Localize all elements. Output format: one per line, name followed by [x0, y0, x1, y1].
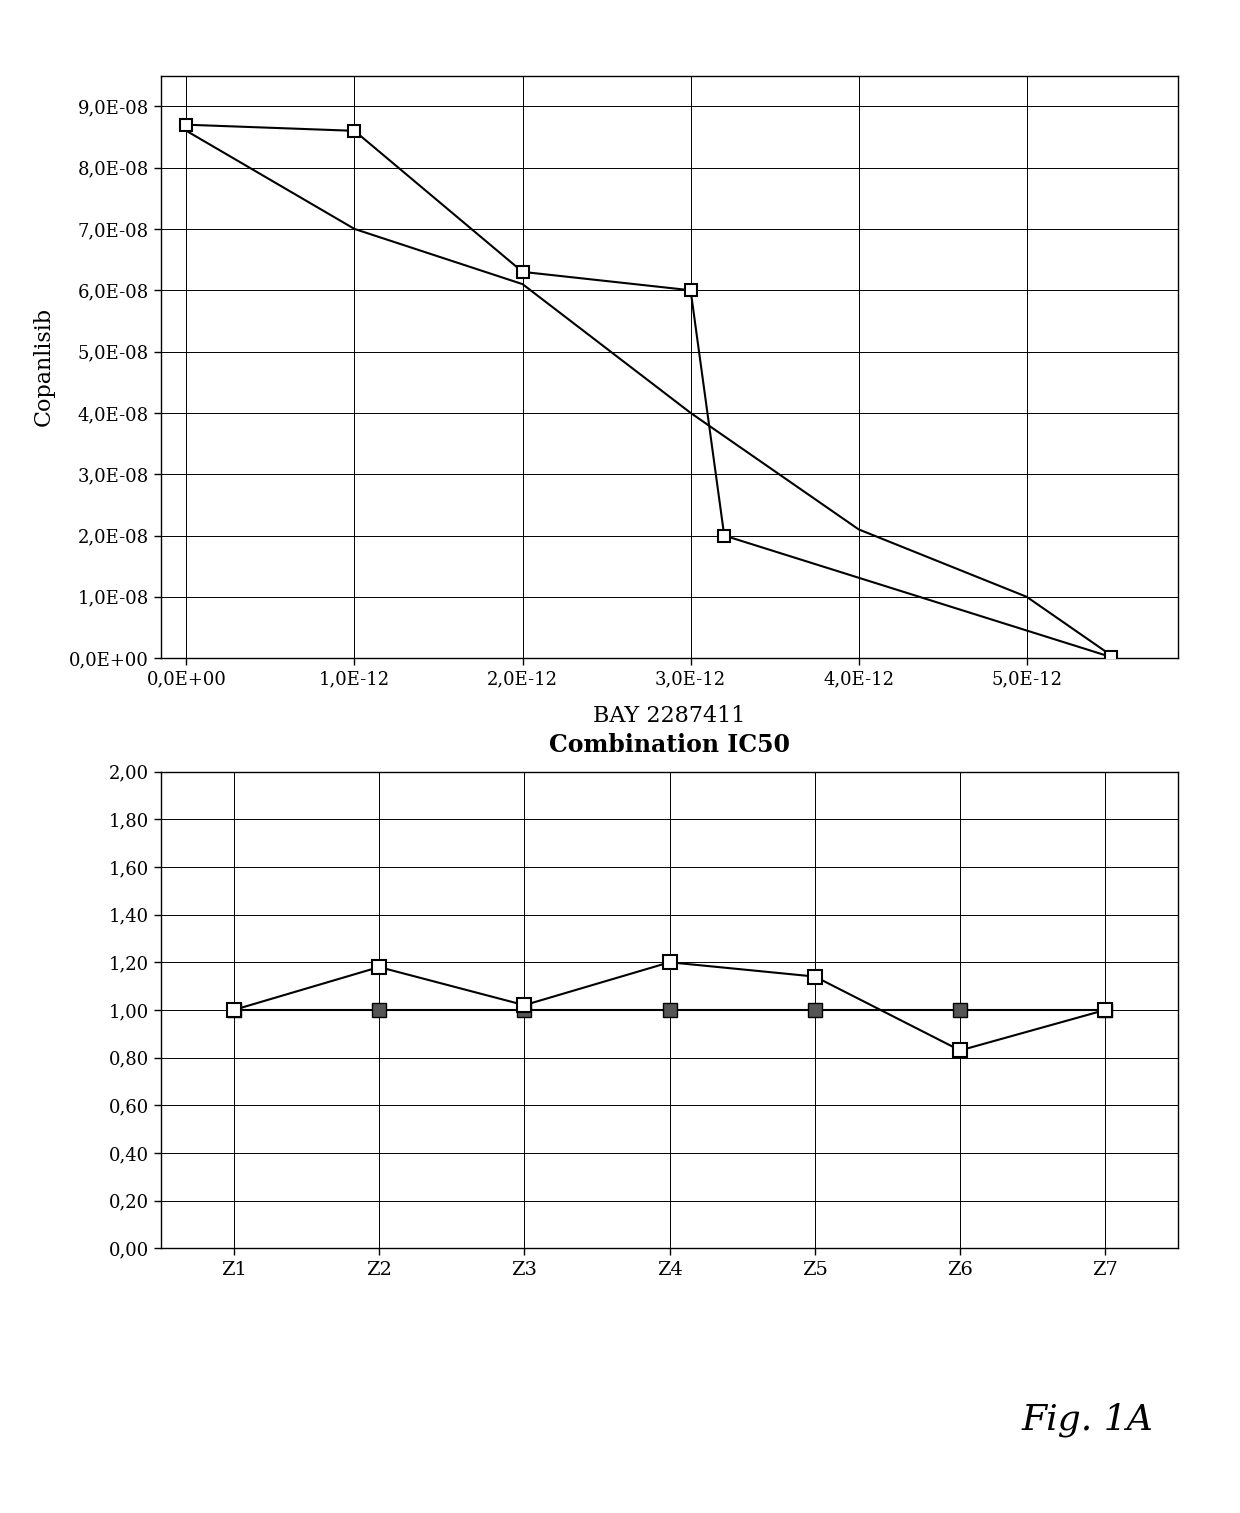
Y-axis label: Copanlisib: Copanlisib: [33, 307, 55, 427]
X-axis label: BAY 2287411: BAY 2287411: [594, 705, 745, 728]
Title: Combination IC50: Combination IC50: [549, 734, 790, 756]
Text: Fig. 1A: Fig. 1A: [1022, 1403, 1153, 1437]
